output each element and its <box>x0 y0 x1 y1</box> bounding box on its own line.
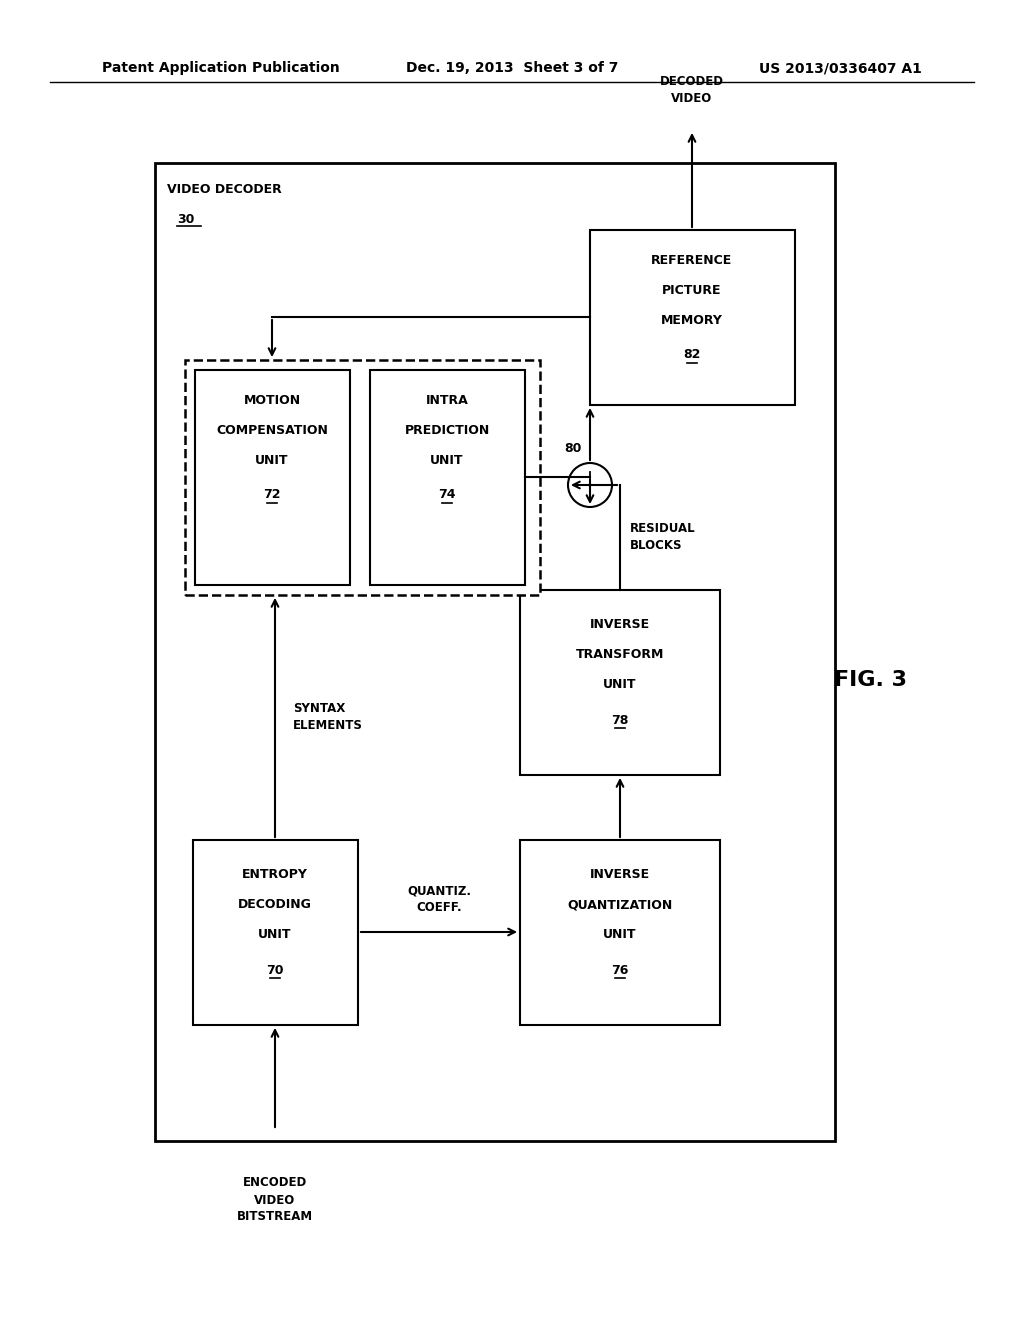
Bar <box>185 360 540 595</box>
Text: UNIT: UNIT <box>430 454 464 466</box>
Bar <box>520 590 720 775</box>
Text: 30: 30 <box>177 213 195 226</box>
Text: MEMORY: MEMORY <box>662 314 723 326</box>
Text: US 2013/0336407 A1: US 2013/0336407 A1 <box>759 61 922 75</box>
Text: UNIT: UNIT <box>603 678 637 692</box>
Text: 74: 74 <box>438 488 456 502</box>
Text: SYNTAX
ELEMENTS: SYNTAX ELEMENTS <box>293 702 362 733</box>
Text: COMPENSATION: COMPENSATION <box>216 424 328 437</box>
Text: 76: 76 <box>611 964 629 977</box>
Text: 70: 70 <box>266 964 284 977</box>
Text: 72: 72 <box>263 488 281 502</box>
Text: INVERSE: INVERSE <box>590 619 650 631</box>
Text: UNIT: UNIT <box>255 454 289 466</box>
Text: ENTROPY: ENTROPY <box>242 869 308 882</box>
Text: RESIDUAL
BLOCKS: RESIDUAL BLOCKS <box>630 521 695 552</box>
Text: QUANTIZ.
COEFF.: QUANTIZ. COEFF. <box>407 884 471 913</box>
Text: 82: 82 <box>683 348 700 362</box>
Text: TRANSFORM: TRANSFORM <box>575 648 665 661</box>
Bar <box>155 162 835 1140</box>
Text: PICTURE: PICTURE <box>663 284 722 297</box>
Text: VIDEO DECODER: VIDEO DECODER <box>167 183 282 195</box>
Text: INVERSE: INVERSE <box>590 869 650 882</box>
Text: ENCODED
VIDEO
BITSTREAM: ENCODED VIDEO BITSTREAM <box>237 1176 313 1224</box>
Text: DECODED
VIDEO: DECODED VIDEO <box>660 75 724 106</box>
Bar <box>195 370 350 585</box>
Bar <box>370 370 525 585</box>
Text: INTRA: INTRA <box>426 393 468 407</box>
Bar <box>520 840 720 1026</box>
Bar <box>193 840 358 1026</box>
Text: UNIT: UNIT <box>603 928 637 941</box>
Text: 80: 80 <box>564 442 582 455</box>
Text: DECODING: DECODING <box>238 899 312 912</box>
Text: UNIT: UNIT <box>258 928 292 941</box>
Text: PREDICTION: PREDICTION <box>404 424 489 437</box>
Text: QUANTIZATION: QUANTIZATION <box>567 899 673 912</box>
Text: Patent Application Publication: Patent Application Publication <box>102 61 340 75</box>
Bar <box>590 230 795 405</box>
Text: 78: 78 <box>611 714 629 726</box>
Text: Dec. 19, 2013  Sheet 3 of 7: Dec. 19, 2013 Sheet 3 of 7 <box>406 61 618 75</box>
Text: FIG. 3: FIG. 3 <box>834 671 906 690</box>
Text: REFERENCE: REFERENCE <box>651 253 732 267</box>
Text: MOTION: MOTION <box>244 393 301 407</box>
